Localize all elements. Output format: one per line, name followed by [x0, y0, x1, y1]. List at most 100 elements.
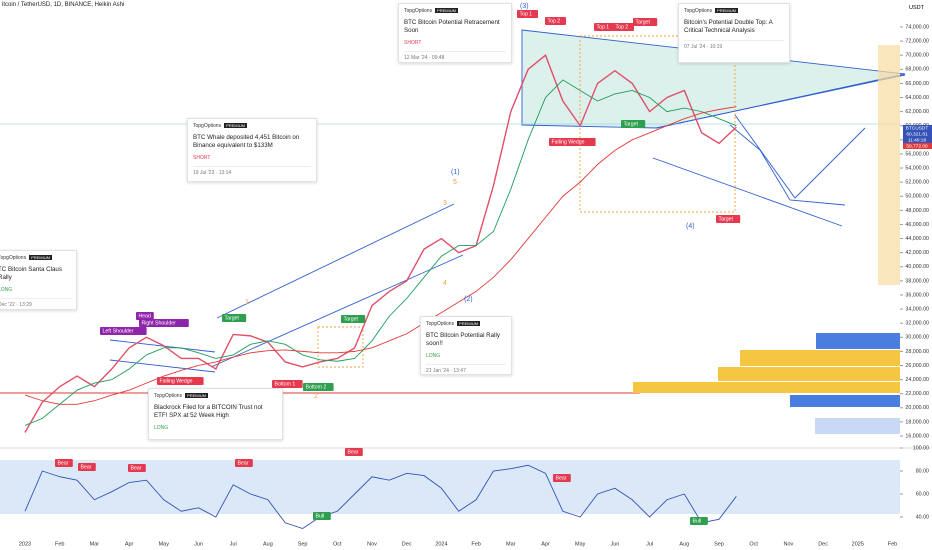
annotation: Bottom 2 — [306, 384, 327, 390]
card-head: TopgOptions PREMIUM — [154, 393, 277, 399]
annotation-box — [549, 138, 596, 146]
x-tick-label: 2024 — [435, 541, 447, 547]
price-tag-bg — [903, 143, 932, 149]
annotation-box — [545, 17, 566, 25]
x-tick-label: Mar — [506, 541, 516, 547]
x-tick-label: Apr — [541, 541, 550, 547]
trend-line — [216, 203, 455, 319]
annotation: Bear — [58, 460, 69, 466]
x-tick-label: May — [159, 541, 170, 547]
x-tick-label: Oct — [749, 541, 758, 547]
y-tick-label: 68,000.00 — [905, 67, 929, 73]
idea-date: 21 Jan '24 · 13:47 — [426, 363, 506, 374]
annotation: Bear — [348, 449, 359, 455]
x-tick-label: Nov — [784, 541, 794, 547]
annotation-box — [621, 120, 646, 128]
target-box — [317, 326, 364, 368]
price-tag: 11:40:18 — [908, 137, 927, 143]
idea-title: Blackrock Filed for a BITCOIN Trust not … — [154, 404, 263, 420]
annotation: Bear — [81, 464, 92, 470]
volume-profile — [633, 45, 900, 434]
annotation: 5 — [453, 179, 457, 186]
annotation: 2 — [314, 393, 318, 400]
idea-card[interactable]: TopgOptions PREMIUM Bitcoin's Potential Do… — [678, 3, 790, 63]
y-tick-label: 100.00 — [913, 445, 929, 451]
x-tick-label: Jun — [194, 541, 203, 547]
price-tag: BTCUSDT — [906, 125, 929, 131]
y-tick-label: 32,000.00 — [905, 321, 929, 327]
price-tag-bg — [903, 131, 932, 137]
idea-card[interactable]: TopgOptions PREMIUM BTC Bitcoin Potential … — [398, 3, 512, 63]
annotation-box — [55, 459, 73, 467]
y-tick-label: 60.00 — [916, 491, 929, 497]
x-tick-label: Mar — [90, 541, 100, 547]
currency: USDT — [909, 5, 924, 11]
idea-signal: LONG — [426, 352, 441, 359]
idea-author: TopgOptions — [193, 123, 222, 129]
y-tick-label: 52,000.00 — [905, 180, 929, 186]
trend-line — [655, 74, 906, 129]
annotation: Target — [344, 316, 359, 322]
idea-title: BTC Whale deposited 4,451 Bitcoin on Bin… — [193, 134, 300, 150]
y-tick-label: 64,000.00 — [905, 95, 929, 101]
y-tick-label: 16,000.00 — [905, 433, 929, 439]
y-tick-label: 48,000.00 — [905, 208, 929, 214]
annotation: Top 2 — [616, 24, 629, 30]
x-tick-label: Aug — [679, 541, 689, 547]
series-line — [24, 106, 737, 405]
x-tick-label: Feb — [888, 541, 897, 547]
annotation-box — [613, 23, 634, 31]
annotation: Target — [624, 121, 639, 127]
profile-bar — [790, 395, 900, 407]
series-line — [24, 464, 737, 529]
y-tick-label: 42,000.00 — [905, 250, 929, 256]
annotation-box — [517, 10, 538, 18]
annotation: Top 2 — [548, 18, 561, 24]
annotation-box — [341, 315, 366, 323]
annotation-box — [139, 319, 189, 327]
idea-signal: LONG — [154, 424, 169, 431]
annotation-box — [594, 23, 615, 31]
annotation: Right Shoulder — [142, 320, 177, 326]
annotation: Target — [225, 315, 240, 321]
annotation-box — [690, 517, 708, 525]
idea-badge: PREMIUM — [715, 8, 738, 13]
idea-card[interactable]: TopgOptions PREMIUM Blackrock Filed for a … — [148, 388, 283, 440]
annotation: Target — [636, 19, 651, 25]
x-tick-label: Feb — [471, 541, 480, 547]
y-tick-label: 18,000.00 — [905, 419, 929, 425]
idea-signal: LONG — [0, 286, 13, 293]
x-tick-label: Nov — [367, 541, 377, 547]
annotation: Bear — [556, 475, 567, 481]
annotation: Falling Wedge — [552, 139, 585, 145]
idea-card[interactable]: TopgOptions PREMIUM BTC Bitcoin Potential … — [420, 316, 512, 375]
x-tick-label: Jun — [610, 541, 619, 547]
profile-bar — [718, 367, 900, 381]
annotation-box — [222, 314, 247, 322]
price-tag: 60,321.61 — [906, 131, 928, 137]
idea-author: TopgOptions — [154, 393, 183, 399]
profile-bar — [878, 45, 900, 285]
projection — [734, 114, 866, 199]
idea-badge: PREMIUM — [435, 8, 458, 13]
y-tick-label: 40,000.00 — [905, 264, 929, 270]
header-title: itcoin / TetherUSD, 1D, BINANCE, Heikin … — [2, 2, 125, 8]
x-tick-label: Oct — [333, 541, 342, 547]
annotation-box — [313, 512, 331, 520]
y-tick-label: 50,000.00 — [905, 194, 929, 200]
series-line — [24, 54, 737, 433]
y-tick-label: 44,000.00 — [905, 236, 929, 242]
profile-bar — [740, 350, 900, 366]
idea-title: TC Bitcoin Santa Claus Rally — [0, 266, 62, 282]
wedge-line — [109, 339, 216, 353]
idea-card[interactable]: TopgOptions PREMIUM BTC Whale deposited 4,… — [187, 118, 317, 182]
annotation-box — [303, 383, 334, 391]
annotation: Bottom 1 — [275, 381, 296, 387]
x-tick-label: 2023 — [19, 541, 31, 547]
x-tick-label: 2025 — [852, 541, 864, 547]
y-tick-label: 28,000.00 — [905, 349, 929, 355]
annotation: (2) — [464, 296, 473, 303]
x-tick-label: Apr — [125, 541, 134, 547]
annotation: Top 1 — [597, 24, 610, 30]
